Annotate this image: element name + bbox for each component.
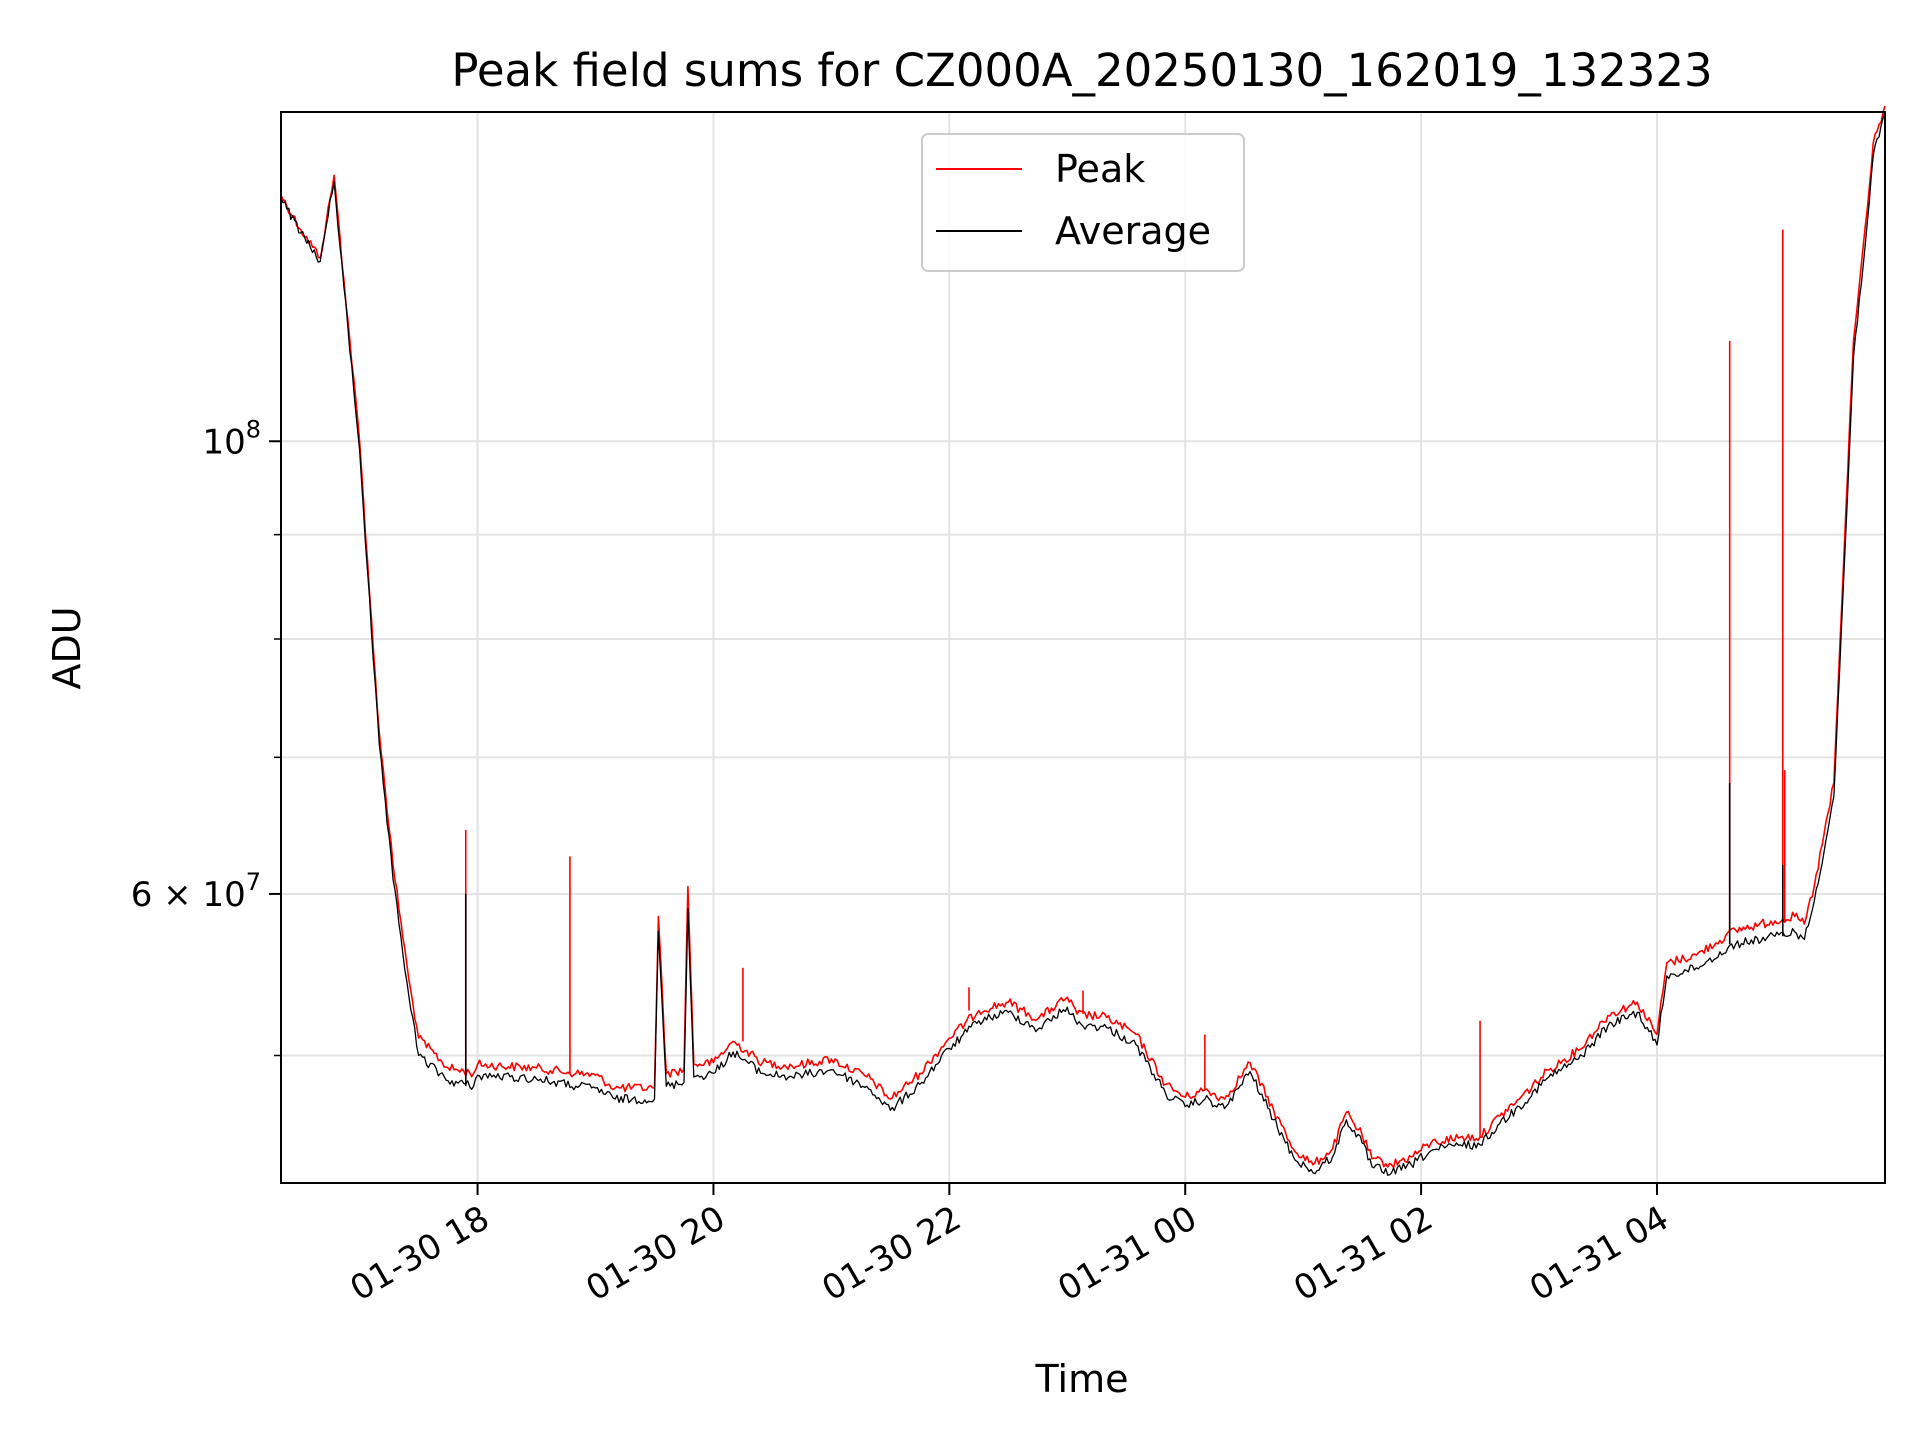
series-line-peak [280,105,1886,1169]
legend: Peak Average [921,133,1245,272]
y-tick-label: 6 × 107 [131,868,261,915]
y-tick-exponent: 8 [246,415,261,443]
y-tick-exponent: 7 [246,868,261,896]
legend-label-average: Average [1055,209,1211,253]
x-axis-label: Time [1035,1357,1129,1401]
y-tick-label: 108 [202,415,261,462]
grid [281,112,1885,1183]
chart-title: Peak field sums for CZ000A_20250130_1620… [451,44,1712,97]
legend-label-peak: Peak [1055,147,1145,191]
y-tick-base: 10 [202,422,245,462]
y-axis-label: ADU [45,606,89,689]
y-axis: 108 6 × 107 [131,415,281,1057]
series-line-average [280,111,1886,1176]
plot-frame [280,111,1886,1184]
y-tick-base: 6 × 10 [131,875,246,915]
series-layer [280,105,1886,1176]
